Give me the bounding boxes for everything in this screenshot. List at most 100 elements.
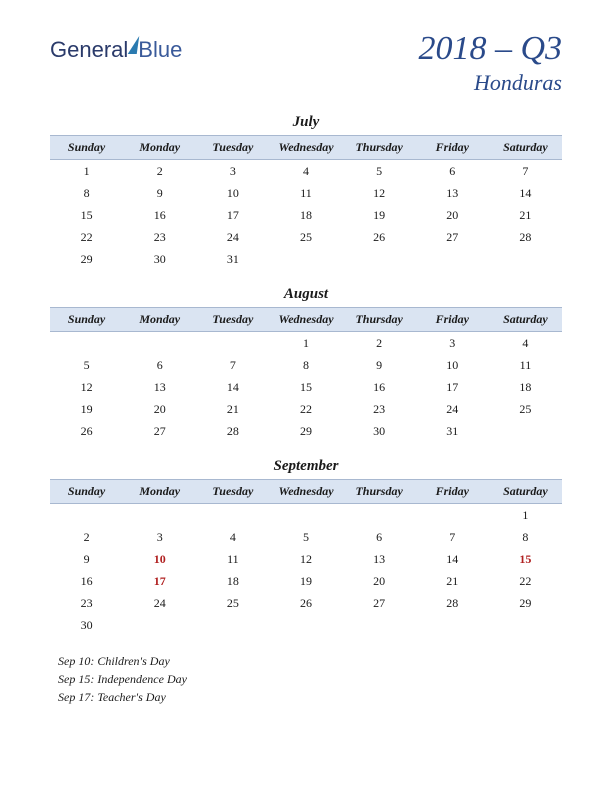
table-row: 9101112131415 bbox=[50, 548, 562, 570]
day-cell: 27 bbox=[416, 226, 489, 248]
table-row: 1234 bbox=[50, 332, 562, 355]
day-cell bbox=[489, 614, 562, 636]
day-cell: 18 bbox=[269, 204, 342, 226]
day-cell bbox=[343, 248, 416, 270]
day-cell: 7 bbox=[489, 160, 562, 183]
title-block: 2018 – Q3 Honduras bbox=[418, 30, 562, 96]
day-cell: 29 bbox=[50, 248, 123, 270]
weekday-header: Sunday bbox=[50, 308, 123, 332]
day-cell: 6 bbox=[123, 354, 196, 376]
weekday-header: Friday bbox=[416, 136, 489, 160]
day-cell: 25 bbox=[196, 592, 269, 614]
table-row: 19202122232425 bbox=[50, 398, 562, 420]
day-cell: 1 bbox=[489, 504, 562, 527]
day-cell bbox=[196, 504, 269, 527]
title-main: 2018 – Q3 bbox=[418, 30, 562, 68]
day-cell: 6 bbox=[343, 526, 416, 548]
day-cell: 10 bbox=[416, 354, 489, 376]
day-cell: 21 bbox=[196, 398, 269, 420]
day-cell: 8 bbox=[269, 354, 342, 376]
day-cell: 13 bbox=[343, 548, 416, 570]
day-cell: 1 bbox=[269, 332, 342, 355]
header: General Blue 2018 – Q3 Honduras bbox=[50, 30, 562, 96]
day-cell: 28 bbox=[416, 592, 489, 614]
day-cell: 24 bbox=[416, 398, 489, 420]
day-cell: 26 bbox=[343, 226, 416, 248]
day-cell: 15 bbox=[50, 204, 123, 226]
day-cell: 16 bbox=[50, 570, 123, 592]
day-cell: 16 bbox=[123, 204, 196, 226]
day-cell: 28 bbox=[489, 226, 562, 248]
calendar-table: SundayMondayTuesdayWednesdayThursdayFrid… bbox=[50, 479, 562, 636]
day-cell: 20 bbox=[123, 398, 196, 420]
logo-text-general: General bbox=[50, 37, 128, 63]
day-cell bbox=[416, 504, 489, 527]
day-cell bbox=[416, 614, 489, 636]
weekday-header: Monday bbox=[123, 308, 196, 332]
weekday-header: Tuesday bbox=[196, 136, 269, 160]
day-cell: 29 bbox=[489, 592, 562, 614]
holiday-item: Sep 10: Children's Day bbox=[58, 652, 562, 670]
day-cell bbox=[343, 504, 416, 527]
title-sub: Honduras bbox=[418, 70, 562, 96]
day-cell: 27 bbox=[343, 592, 416, 614]
day-cell bbox=[123, 504, 196, 527]
table-row: 2345678 bbox=[50, 526, 562, 548]
day-cell: 22 bbox=[50, 226, 123, 248]
holiday-item: Sep 17: Teacher's Day bbox=[58, 688, 562, 706]
day-cell bbox=[269, 614, 342, 636]
weekday-header: Saturday bbox=[489, 480, 562, 504]
day-cell: 13 bbox=[416, 182, 489, 204]
weekday-header: Thursday bbox=[343, 480, 416, 504]
day-cell: 2 bbox=[123, 160, 196, 183]
day-cell: 26 bbox=[269, 592, 342, 614]
table-row: 23242526272829 bbox=[50, 592, 562, 614]
day-cell bbox=[196, 332, 269, 355]
month-block: JulySundayMondayTuesdayWednesdayThursday… bbox=[50, 114, 562, 270]
month-block: September SundayMondayTuesdayWednesdayThu… bbox=[50, 458, 562, 636]
day-cell: 27 bbox=[123, 420, 196, 442]
day-cell: 8 bbox=[489, 526, 562, 548]
day-cell bbox=[416, 248, 489, 270]
table-row: 15161718192021 bbox=[50, 204, 562, 226]
holiday-item: Sep 15: Independence Day bbox=[58, 670, 562, 688]
day-cell bbox=[269, 504, 342, 527]
day-cell: 20 bbox=[343, 570, 416, 592]
day-cell: 30 bbox=[50, 614, 123, 636]
day-cell: 26 bbox=[50, 420, 123, 442]
day-cell bbox=[50, 332, 123, 355]
day-cell: 2 bbox=[343, 332, 416, 355]
day-cell: 19 bbox=[50, 398, 123, 420]
day-cell bbox=[123, 332, 196, 355]
day-cell: 9 bbox=[343, 354, 416, 376]
day-cell: 3 bbox=[416, 332, 489, 355]
day-cell: 4 bbox=[269, 160, 342, 183]
weekday-header: Tuesday bbox=[196, 308, 269, 332]
day-cell: 3 bbox=[123, 526, 196, 548]
weekday-header: Thursday bbox=[343, 136, 416, 160]
weekday-header: Tuesday bbox=[196, 480, 269, 504]
month-title: September bbox=[50, 458, 562, 475]
calendar-table: SundayMondayTuesdayWednesdayThursdayFrid… bbox=[50, 135, 562, 270]
table-row: 567891011 bbox=[50, 354, 562, 376]
day-cell: 17 bbox=[416, 376, 489, 398]
day-cell: 17 bbox=[196, 204, 269, 226]
day-cell: 8 bbox=[50, 182, 123, 204]
day-cell: 14 bbox=[196, 376, 269, 398]
logo-text-blue: Blue bbox=[138, 37, 182, 63]
day-cell bbox=[269, 248, 342, 270]
weekday-header: Sunday bbox=[50, 136, 123, 160]
day-cell: 31 bbox=[416, 420, 489, 442]
day-cell: 31 bbox=[196, 248, 269, 270]
calendar-table: SundayMondayTuesdayWednesdayThursdayFrid… bbox=[50, 307, 562, 442]
day-cell: 10 bbox=[123, 548, 196, 570]
month-block: August SundayMondayTuesdayWednesdayThursd… bbox=[50, 286, 562, 442]
day-cell bbox=[196, 614, 269, 636]
month-title: August bbox=[50, 286, 562, 303]
day-cell: 24 bbox=[196, 226, 269, 248]
day-cell: 6 bbox=[416, 160, 489, 183]
day-cell bbox=[123, 614, 196, 636]
day-cell: 12 bbox=[50, 376, 123, 398]
day-cell bbox=[489, 420, 562, 442]
table-row: 1234567 bbox=[50, 160, 562, 183]
